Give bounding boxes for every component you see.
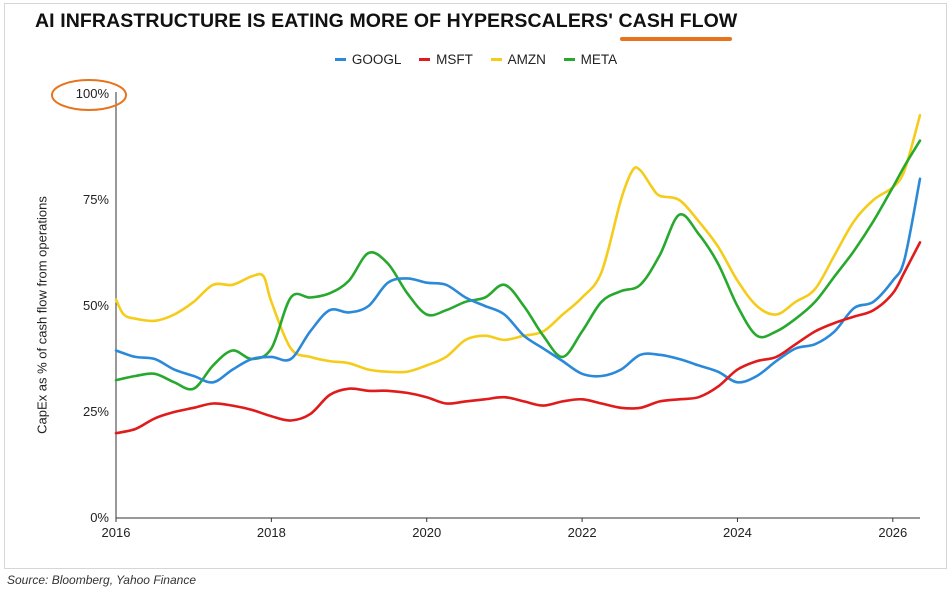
- x-tick-label: 2024: [723, 525, 752, 540]
- legend-label-msft: MSFT: [436, 52, 473, 67]
- x-tick-label: 2016: [102, 525, 131, 540]
- legend-label-googl: GOOGL: [351, 52, 402, 67]
- y-tick-label: 75%: [83, 192, 109, 207]
- chart-frame: [4, 3, 947, 569]
- series-line-googl: [114, 177, 922, 384]
- highlight-circle-100pct: [51, 79, 127, 111]
- y-tick-label: 100%: [76, 86, 110, 101]
- legend-label-meta: META: [580, 52, 618, 67]
- y-tick-label: 50%: [83, 298, 109, 313]
- y-tick-label: 25%: [83, 404, 109, 419]
- x-tick-label: 2020: [412, 525, 441, 540]
- legend-swatch-googl: [334, 57, 346, 61]
- legend-item-msft[interactable]: MSFT: [419, 52, 473, 67]
- legend-swatch-msft: [419, 57, 431, 61]
- title-highlight-underline: [620, 37, 732, 41]
- legend-item-meta[interactable]: META: [563, 52, 618, 67]
- series-line-meta: [114, 139, 922, 391]
- series-line-msft: [114, 241, 922, 435]
- source-note: Source: Bloomberg, Yahoo Finance: [7, 573, 197, 587]
- x-tick-label: 2018: [257, 525, 286, 540]
- legend-swatch-meta: [563, 57, 575, 61]
- series-line-amzn: [114, 113, 922, 374]
- legend-item-amzn[interactable]: AMZN: [490, 52, 546, 67]
- y-tick-label: 0%: [90, 510, 109, 525]
- legend-item-googl[interactable]: GOOGL: [334, 52, 402, 67]
- x-tick-label: 2026: [878, 525, 907, 540]
- chart-legend: GOOGL MSFT AMZN META: [0, 52, 952, 67]
- legend-swatch-amzn: [490, 57, 502, 61]
- chart-title: AI INFRASTRUCTURE IS EATING MORE OF HYPE…: [35, 10, 738, 32]
- legend-label-amzn: AMZN: [507, 52, 546, 67]
- x-tick-label: 2022: [568, 525, 597, 540]
